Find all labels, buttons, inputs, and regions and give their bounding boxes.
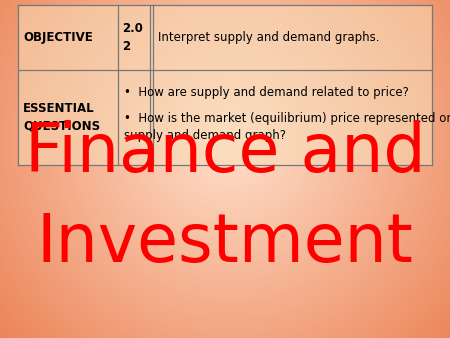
Text: ESSENTIAL
QUESTIONS: ESSENTIAL QUESTIONS — [23, 102, 100, 132]
Text: •  How are supply and demand related to price?: • How are supply and demand related to p… — [124, 86, 409, 99]
Text: Interpret supply and demand graphs.: Interpret supply and demand graphs. — [158, 31, 379, 44]
Text: Finance and: Finance and — [25, 120, 425, 186]
Bar — [18, 5, 432, 165]
Text: 2.0
2: 2.0 2 — [122, 23, 143, 52]
Text: Investment: Investment — [36, 210, 414, 276]
Text: OBJECTIVE: OBJECTIVE — [23, 31, 93, 44]
Text: •  How is the market (equilibrium) price represented on a
supply and demand grap: • How is the market (equilibrium) price … — [124, 112, 450, 142]
